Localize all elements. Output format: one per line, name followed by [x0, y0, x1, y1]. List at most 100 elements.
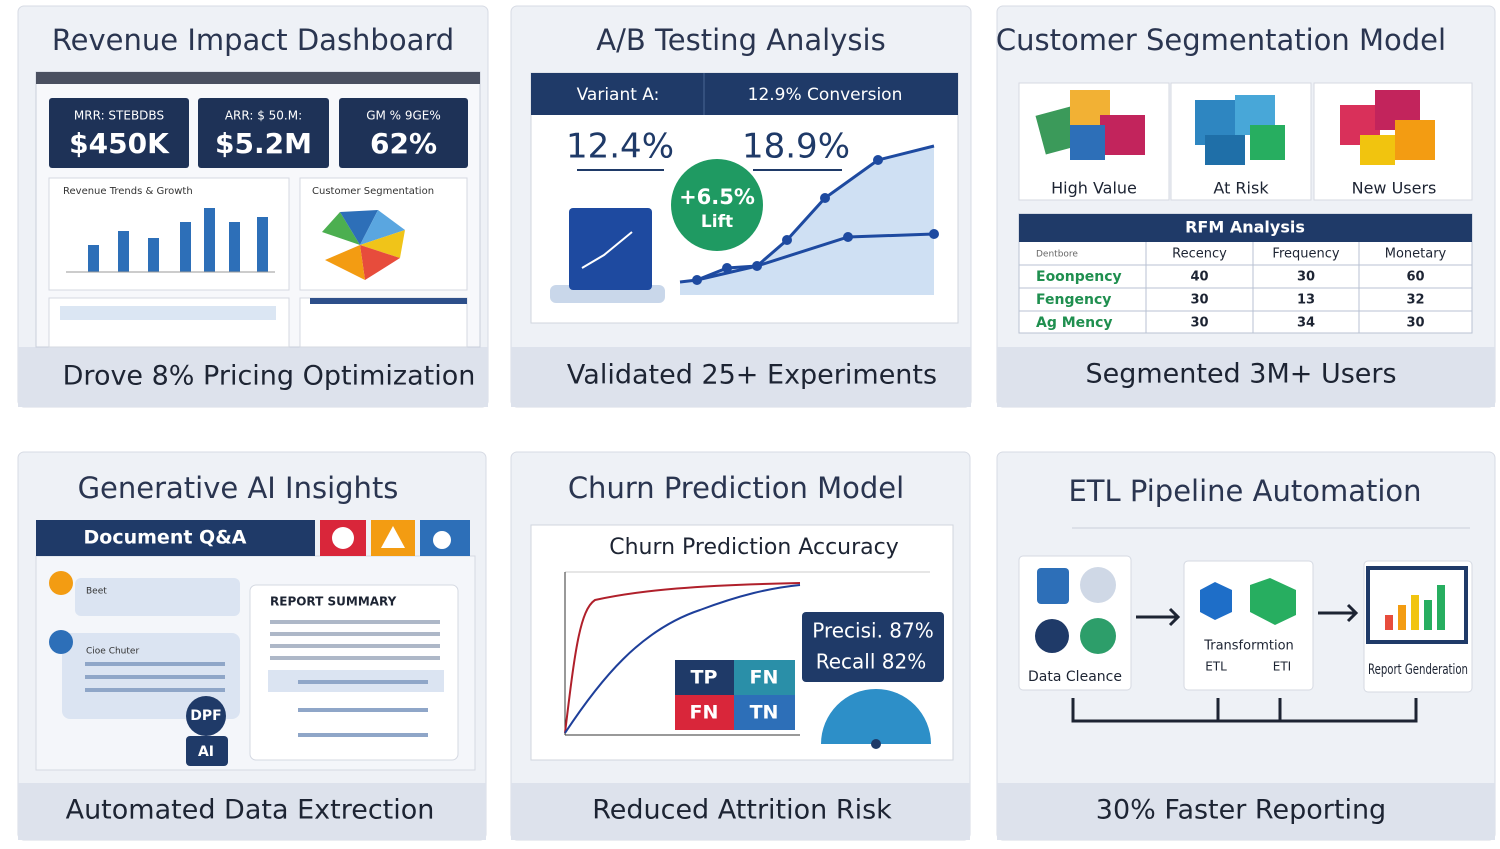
decoration — [692, 155, 939, 285]
decoration — [85, 675, 225, 679]
decoration — [298, 680, 428, 737]
badge: AI — [198, 744, 214, 760]
card-caption: Automated Data Extrection — [66, 795, 435, 826]
decoration — [322, 210, 405, 280]
matrix-cell: TP — [691, 667, 718, 689]
decoration — [564, 584, 801, 734]
decoration — [1340, 90, 1435, 165]
decoration — [360, 230, 405, 258]
decoration — [298, 733, 428, 737]
decoration — [997, 347, 1495, 407]
card-caption: Validated 25+ Experiments — [567, 360, 937, 391]
decoration — [1080, 618, 1116, 654]
decoration — [1071, 603, 1418, 723]
kpi-label: MRR: STEBDBS — [74, 109, 164, 123]
decoration — [1205, 135, 1245, 165]
header-left: Variant A: — [577, 85, 660, 105]
table-cell: 30 — [1190, 293, 1208, 308]
card-title: Churn Prediction Model — [568, 471, 904, 505]
kpi-value: $450K — [69, 127, 170, 160]
decoration — [996, 5, 1496, 408]
table-cell: 60 — [1406, 270, 1424, 285]
decoration — [1250, 125, 1285, 160]
decoration — [1195, 95, 1285, 165]
decoration — [229, 222, 240, 272]
decoration — [511, 783, 970, 840]
kpi-box — [49, 98, 189, 168]
decoration — [299, 297, 468, 348]
decoration — [36, 520, 315, 556]
matrix-cell: TN — [750, 702, 779, 724]
kpi-value: $5.2M — [215, 127, 312, 160]
kpi-label: ARR: $ 50.M: — [225, 109, 302, 123]
decoration — [257, 217, 268, 272]
card-caption: Segmented 3M+ Users — [1085, 359, 1396, 390]
decoration — [381, 526, 405, 548]
decoration — [675, 660, 734, 695]
decoration — [821, 689, 931, 744]
decoration — [564, 582, 801, 734]
table-cell: Eoonpency — [1036, 269, 1122, 285]
decoration — [1395, 120, 1435, 160]
matrix-cell: FN — [750, 667, 779, 689]
decoration — [997, 783, 1495, 840]
decoration — [1385, 615, 1393, 630]
decoration — [1424, 600, 1432, 630]
segment-label: High Value — [1051, 179, 1137, 198]
stage-label: Report Genderation — [1368, 662, 1468, 678]
segment-label: New Users — [1352, 179, 1437, 198]
decoration — [360, 245, 400, 280]
decoration — [1080, 567, 1116, 603]
decoration — [180, 222, 191, 272]
stage-label: Data Cleance — [1028, 669, 1122, 685]
chat-text: Cioe Chuter — [86, 647, 139, 657]
decoration — [1035, 619, 1069, 653]
kpi-box — [198, 98, 329, 168]
decoration — [871, 739, 881, 749]
decoration — [270, 644, 440, 648]
kpi-box — [339, 98, 468, 168]
decoration — [340, 210, 378, 245]
decoration — [843, 232, 853, 242]
badge: DPF — [190, 708, 221, 724]
card-title: A/B Testing Analysis — [596, 23, 885, 57]
decoration — [270, 656, 440, 660]
stage-label: Transformtion — [1203, 639, 1294, 654]
segment-label: At Risk — [1213, 179, 1269, 198]
card-caption: 30% Faster Reporting — [1096, 795, 1386, 826]
decoration — [270, 620, 440, 660]
table-cell: 32 — [1406, 293, 1424, 308]
panel-title: Customer Segmentation — [312, 186, 434, 197]
decoration — [581, 231, 633, 269]
matrix-cell: FN — [690, 702, 719, 724]
chart-title: Churn Prediction Accuracy — [609, 535, 899, 560]
decoration — [1385, 585, 1445, 630]
decoration — [270, 632, 440, 636]
table-header: Monetary — [1385, 247, 1447, 262]
decoration — [671, 159, 763, 251]
decoration — [929, 229, 939, 239]
decoration — [511, 347, 971, 407]
decoration — [1037, 568, 1069, 604]
table-cell: 30 — [1297, 270, 1315, 285]
card-title: Customer Segmentation Model — [996, 23, 1446, 57]
decoration — [1100, 115, 1145, 155]
decoration — [85, 662, 225, 666]
table-title: RFM Analysis — [1185, 218, 1305, 237]
kpi-label: GM % 9GE% — [366, 109, 441, 123]
decoration — [734, 660, 795, 695]
decoration — [1437, 585, 1445, 630]
decoration — [60, 306, 276, 320]
card-title: Generative AI Insights — [78, 471, 399, 505]
decoration — [1360, 135, 1395, 165]
table-header: Recency — [1172, 247, 1227, 262]
table-cell: Fengency — [1036, 292, 1111, 308]
table-cell: Ag Mency — [1036, 315, 1113, 331]
decoration — [820, 193, 830, 203]
decoration — [722, 263, 732, 273]
decoration — [204, 208, 215, 272]
decoration — [332, 527, 354, 549]
decoration — [1411, 595, 1419, 630]
decoration — [752, 261, 762, 271]
